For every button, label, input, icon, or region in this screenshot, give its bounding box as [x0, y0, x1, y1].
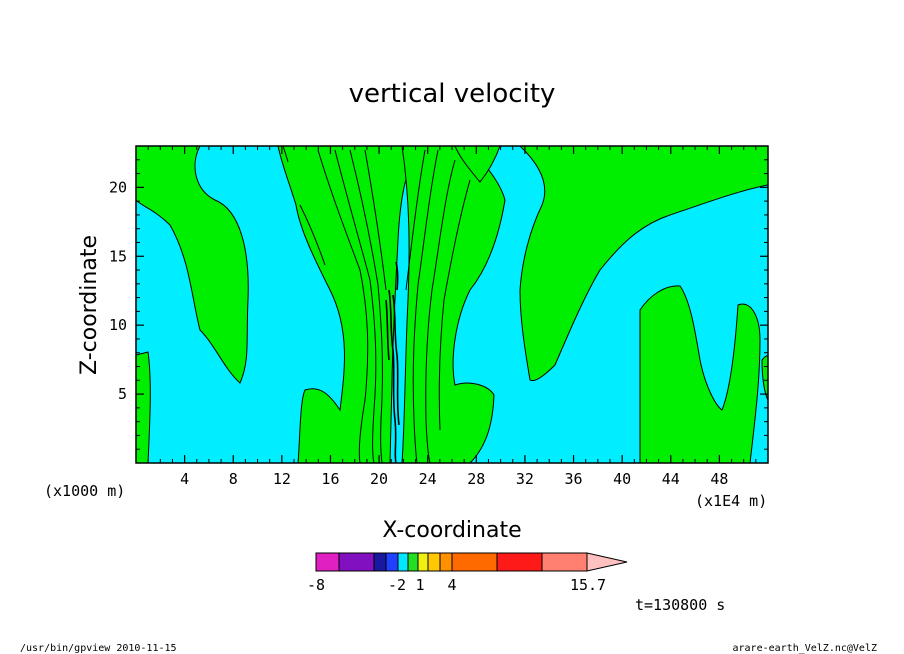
x-tick-label: 36: [565, 470, 583, 488]
colorbar-segment: [496, 552, 543, 572]
colorbar-tick-label: -8: [307, 576, 325, 594]
core-contours: [385, 261, 400, 463]
upward-regions: [136, 146, 768, 463]
footer-left: /usr/bin/gpview 2010-11-15: [20, 643, 177, 654]
colorbar-segment: [439, 552, 453, 572]
upward-region: [232, 146, 421, 463]
x-axis-label: X-coordinate: [382, 518, 521, 543]
colorbar-tick-label: 15.7: [570, 576, 606, 594]
colorbar-segment: [427, 552, 441, 572]
plot-area: [136, 146, 768, 463]
y-tick-label: 5: [118, 385, 127, 403]
y-tick-label: 10: [109, 316, 127, 334]
x-tick-label: 16: [321, 470, 339, 488]
colorbar: [315, 552, 628, 572]
colorbar-segment: [373, 552, 387, 572]
colorbar-segment: [541, 552, 588, 572]
inner-contours: [282, 146, 471, 463]
x-tick-label: 32: [516, 470, 534, 488]
colorbar-tick-label: -2: [388, 576, 406, 594]
y-tick-label: 15: [109, 247, 127, 265]
chart-title: vertical velocity: [349, 79, 556, 109]
y-axis-label: Z-coordinate: [77, 235, 102, 375]
x-tick-label: 8: [229, 470, 238, 488]
upward-region: [401, 146, 506, 463]
x-tick-label: 4: [180, 470, 189, 488]
colorbar-segment: [385, 552, 399, 572]
x-tick-label: 24: [419, 470, 437, 488]
upward-region: [519, 146, 768, 382]
y-tick-label: 20: [109, 178, 127, 196]
x-tick-label: 40: [613, 470, 631, 488]
colorbar-segment: [417, 552, 429, 572]
colorbar-tick-label: 4: [447, 576, 456, 594]
x-unit-left: (x1000 m): [44, 482, 125, 500]
colorbar-extend-arrow: [586, 552, 628, 572]
x-tick-label: 12: [273, 470, 291, 488]
upward-region: [454, 146, 501, 183]
colorbar-segment: [451, 552, 498, 572]
colorbar-segment: [397, 552, 409, 572]
colorbar-segment: [315, 552, 340, 572]
upward-region: [136, 146, 249, 384]
x-tick-label: 20: [370, 470, 388, 488]
time-label: t=130800 s: [635, 596, 725, 614]
footer-right: arare-earth_VelZ.nc@VelZ: [733, 643, 878, 654]
colorbar-tick-label: 1: [415, 576, 424, 594]
upward-region: [639, 285, 761, 463]
x-axis: 4 8 12 16 20 24 28 32 36 40 44 48: [147, 146, 757, 488]
colorbar-segment: [407, 552, 419, 572]
x-tick-label: 44: [662, 470, 680, 488]
x-tick-label: 48: [710, 470, 728, 488]
y-axis: 5 10 15 20: [109, 159, 768, 450]
x-unit-right: (x1E4 m): [695, 492, 767, 510]
x-tick-label: 28: [467, 470, 485, 488]
colorbar-segment: [338, 552, 375, 572]
colorbar-tick-labels: -8 -2 1 4 15.7: [307, 576, 606, 594]
